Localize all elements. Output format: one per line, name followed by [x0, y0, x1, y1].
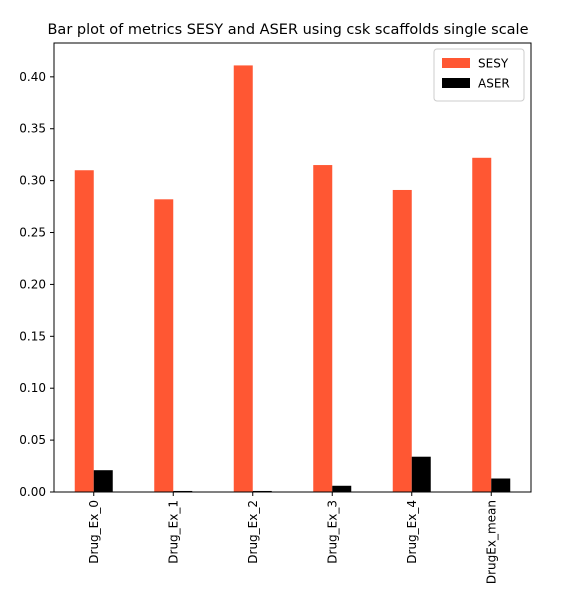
y-tick-label: 0.15 [19, 329, 46, 343]
x-tick-label: Drug_Ex_3 [325, 500, 339, 564]
legend: SESY ASER [433, 48, 525, 102]
bar-aser-3 [332, 485, 352, 492]
legend-swatch-sesy [442, 58, 470, 68]
y-tick-label: 0.20 [19, 277, 46, 291]
plot-frame [53, 42, 532, 493]
y-tick-label: 0.30 [19, 174, 46, 188]
legend-label-aser: ASER [478, 77, 510, 91]
x-tick-label: Drug_Ex_2 [246, 500, 260, 564]
legend-label-sesy: SESY [478, 57, 509, 71]
bar-aser-4 [411, 456, 431, 492]
bar-aser-5 [491, 478, 511, 492]
legend-swatch-aser [442, 78, 470, 88]
x-tick-label: Drug_Ex_0 [87, 500, 101, 564]
y-tick-label: 0.40 [19, 70, 46, 84]
y-tick-label: 0.25 [19, 226, 46, 240]
bar-aser-2 [252, 490, 272, 492]
y-tick-label: 0.35 [19, 122, 46, 136]
bar-aser-0 [93, 470, 113, 492]
bar-sesy-2 [233, 65, 253, 493]
bar-aser-1 [173, 490, 193, 492]
bar-sesy-4 [392, 189, 412, 493]
x-axis: Drug_Ex_0 Drug_Ex_1 Drug_Ex_2 Drug_Ex_3 Drug… [87, 492, 498, 584]
bar-sesy-1 [154, 199, 174, 492]
y-tick-label: 0.05 [19, 433, 46, 447]
y-tick-label: 0.10 [19, 381, 46, 395]
chart-title: Bar plot of metrics SESY and ASER using … [47, 22, 528, 38]
y-tick-label: 0.00 [19, 485, 46, 499]
x-tick-label: Drug_Ex_4 [405, 500, 419, 564]
bars-group [74, 65, 511, 493]
y-axis: 0.00 0.05 0.10 0.15 0.20 0.25 0.30 0.35 0.40 [19, 70, 54, 499]
x-tick-label: Drug_Ex_1 [166, 500, 180, 564]
bar-sesy-5 [472, 157, 492, 492]
bar-sesy-3 [313, 165, 333, 492]
bar-sesy-0 [74, 170, 94, 492]
x-tick-label: DrugEx_mean [484, 500, 498, 584]
